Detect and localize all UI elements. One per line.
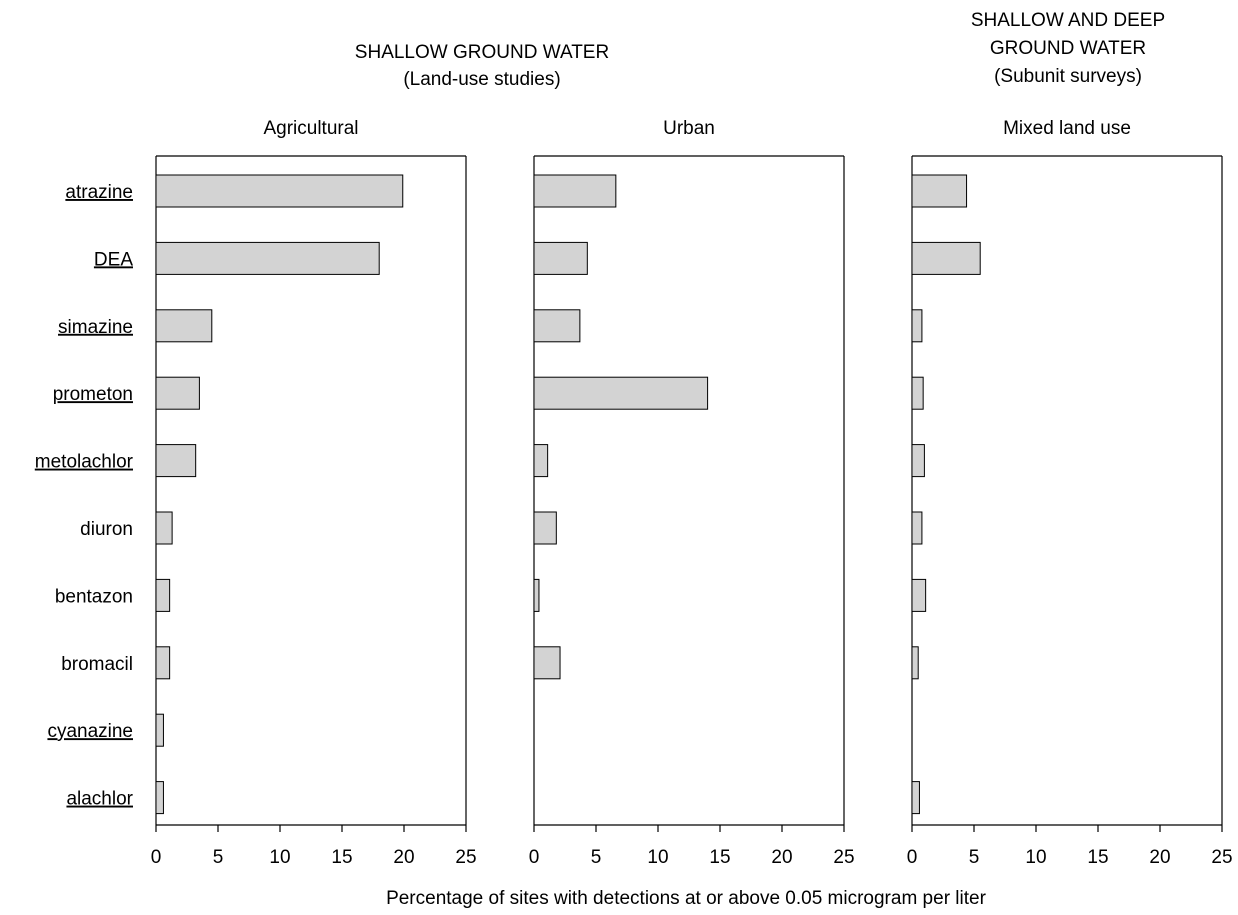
bar-1-DEA (533, 241, 588, 275)
panel-2-tick-label-0: 0 (907, 847, 918, 868)
panel-1-tick-label-10: 10 (647, 847, 668, 868)
bar-0-prometon (155, 376, 200, 410)
category-label-DEA: DEA (94, 249, 133, 270)
bar-1-prometon (533, 376, 709, 410)
bar-0-metolachlor (155, 444, 197, 478)
bar-0-atrazine (155, 174, 404, 208)
bar-2-alachlor (911, 781, 920, 815)
bar-2-diuron (911, 511, 923, 545)
bar-2-DEA (911, 241, 981, 275)
panel-1-tick-label-25: 25 (833, 847, 854, 868)
bar-0-diuron (155, 511, 173, 545)
bar-0-bromacil (155, 646, 171, 680)
bar-0-DEA (155, 241, 380, 275)
bar-2-atrazine (911, 174, 968, 208)
category-label-alachlor: alachlor (66, 789, 133, 810)
panel-2-tick-label-20: 20 (1149, 847, 1170, 868)
bar-1-metolachlor (533, 444, 549, 478)
panel-0-tick-label-5: 5 (213, 847, 224, 868)
panel-1-tick-label-0: 0 (529, 847, 540, 868)
panel-2-tick-label-5: 5 (969, 847, 980, 868)
group2-title-line1: SHALLOW AND DEEP (971, 10, 1165, 31)
group2-title-line3: (Subunit surveys) (994, 66, 1142, 87)
bar-0-cyanazine (155, 713, 164, 747)
bar-2-simazine (911, 309, 923, 343)
panel-title-2: Mixed land use (1003, 118, 1131, 139)
category-label-bentazon: bentazon (55, 586, 133, 607)
category-label-atrazine: atrazine (65, 182, 133, 203)
panel-1-tick-label-5: 5 (591, 847, 602, 868)
group1-title-line2: (Land-use studies) (403, 69, 560, 90)
panels-group: atrazine DEA simazine prometon metolachlor di… (35, 118, 1233, 868)
bar-1-bromacil (533, 646, 561, 680)
panel-2-tick-label-15: 15 (1087, 847, 1108, 868)
panel-1-tick-label-20: 20 (771, 847, 792, 868)
panel-title-1: Urban (663, 118, 715, 139)
panel-2-tick-label-10: 10 (1025, 847, 1046, 868)
group1-title-line1: SHALLOW GROUND WATER (355, 42, 609, 63)
bar-1-simazine (533, 309, 581, 343)
bar-2-metolachlor (911, 444, 925, 478)
panel-2-tick-label-25: 25 (1211, 847, 1232, 868)
bar-1-diuron (533, 511, 557, 545)
panel-0-tick-label-20: 20 (393, 847, 414, 868)
bar-0-simazine (155, 309, 213, 343)
bar-2-prometon (911, 376, 924, 410)
bar-2-bentazon (911, 578, 927, 612)
category-label-metolachlor: metolachlor (35, 452, 134, 473)
group2-title-line2: GROUND WATER (990, 38, 1146, 59)
panel-0-tick-label-10: 10 (269, 847, 290, 868)
category-label-diuron: diuron (80, 519, 133, 540)
panel-title-0: Agricultural (263, 118, 358, 139)
panel-1-tick-label-15: 15 (709, 847, 730, 868)
bar-1-atrazine (533, 174, 617, 208)
bar-2-bromacil (911, 646, 919, 680)
category-label-simazine: simazine (58, 317, 133, 338)
bar-0-bentazon (155, 578, 171, 612)
category-label-cyanazine: cyanazine (47, 721, 133, 742)
panel-0-tick-label-0: 0 (151, 847, 162, 868)
category-label-bromacil: bromacil (61, 654, 133, 675)
panel-0-tick-label-15: 15 (331, 847, 352, 868)
bar-1-bentazon (533, 578, 540, 612)
bar-0-alachlor (155, 781, 164, 815)
x-axis-label: Percentage of sites with detections at o… (386, 888, 987, 909)
panel-0-tick-label-25: 25 (455, 847, 476, 868)
category-label-prometon: prometon (53, 384, 133, 405)
